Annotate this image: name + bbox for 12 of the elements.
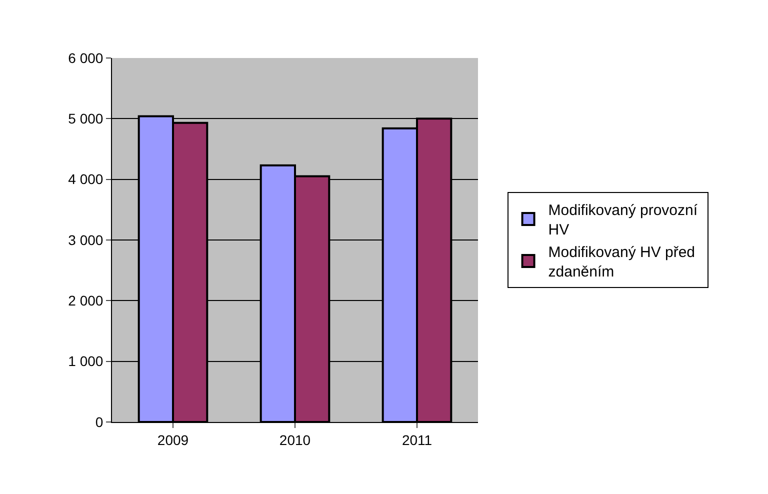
x-tick-label: 2010 <box>279 432 311 448</box>
legend-label: Modifikovaný HV před zdaněním <box>548 244 696 281</box>
legend-label: Modifikovaný provozní HV <box>548 202 702 239</box>
y-tick-label: 3 000 <box>68 232 104 248</box>
y-tick-label: 2 000 <box>68 292 104 309</box>
x-tick-label: 2009 <box>157 432 189 448</box>
y-tick-label: 0 <box>95 414 104 430</box>
x-tick-label: 2011 <box>402 432 432 448</box>
y-tick-label: 1 000 <box>68 353 104 370</box>
y-tick-label: 4 000 <box>68 171 104 188</box>
y-tick-label: 6 000 <box>68 50 104 66</box>
y-tick-label: 5 000 <box>68 110 104 127</box>
